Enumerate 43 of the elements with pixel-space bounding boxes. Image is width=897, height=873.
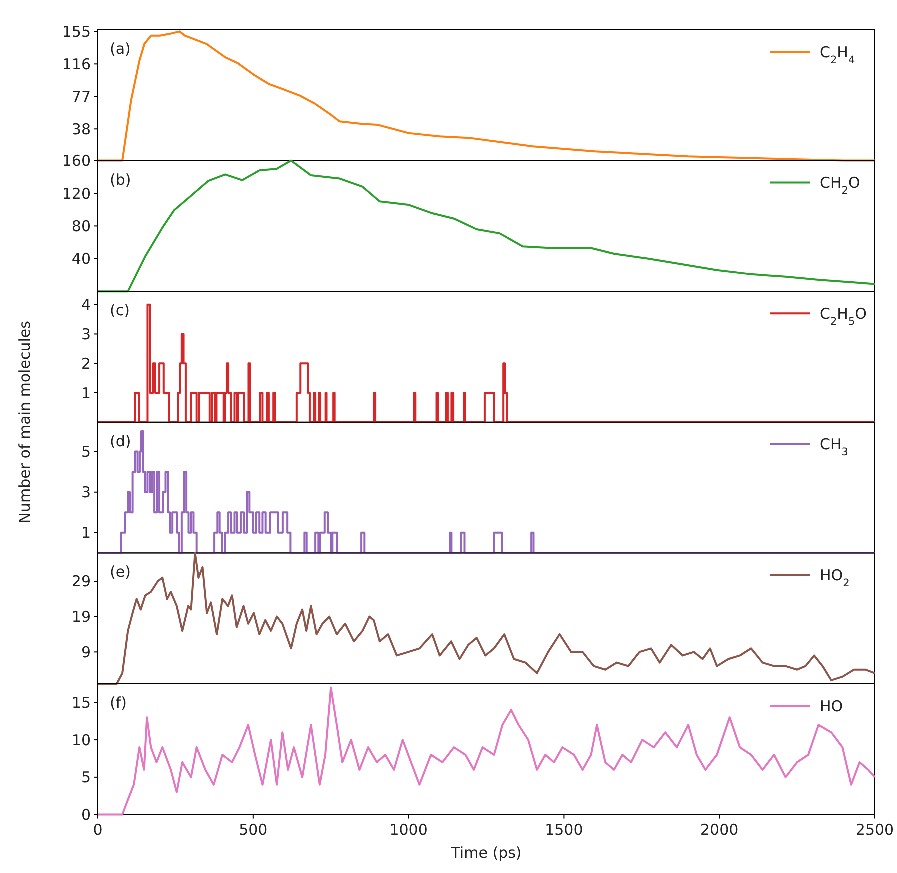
y-tick-label: 120: [62, 184, 91, 203]
y-tick-label: 15: [72, 694, 91, 712]
y-tick-label: 9: [81, 643, 91, 662]
y-tick-label: 1: [81, 524, 91, 542]
legend-label: HO: [820, 697, 844, 716]
y-tick-label: 0: [81, 806, 91, 824]
y-tick-label: 1: [81, 384, 91, 402]
y-tick-label: 155: [62, 22, 91, 41]
y-tick-label: 10: [72, 731, 91, 750]
annotation: (f): [110, 694, 127, 712]
x-tick-label: 500: [239, 820, 268, 839]
x-axis-title: Time (ps): [450, 844, 522, 862]
legend-label: CH$_{3}$: [820, 436, 848, 459]
y-tick-label: 38: [72, 120, 91, 138]
legend-label: C$_{2}$H$_{4}$: [820, 43, 856, 66]
y-tick-label: 29: [72, 572, 91, 591]
y-axis-title: Number of main molecules: [16, 320, 34, 524]
annotation: (d): [110, 432, 132, 450]
y-tick-label: 80: [72, 217, 91, 236]
y-tick-label: 5: [81, 443, 91, 462]
x-tick-label: 0: [93, 820, 103, 839]
annotation: (c): [110, 302, 130, 320]
legend-label: C$_{2}$H$_{5}$O: [820, 304, 867, 328]
annotation: (e): [110, 563, 131, 582]
y-tick-label: 2: [81, 354, 91, 373]
y-tick-label: 40: [72, 250, 91, 268]
y-tick-label: 3: [81, 325, 91, 344]
line-series: [97, 686, 876, 816]
y-tick-label: 5: [81, 768, 91, 787]
y-tick-label: 116: [62, 55, 91, 74]
annotation: (a): [110, 40, 131, 58]
y-tick-label: 77: [72, 88, 91, 106]
y-tick-label: 3: [81, 484, 91, 502]
annotation: (b): [110, 170, 132, 189]
y-tick-label: 160: [62, 152, 91, 170]
y-tick-label: 4: [81, 296, 91, 314]
x-tick-label: 2500: [856, 820, 894, 839]
y-tick-label: 19: [72, 608, 91, 626]
x-tick-label: 1000: [390, 820, 428, 839]
x-tick-label: 1500: [545, 820, 584, 839]
legend-label: CH$_{2}$O: [820, 174, 860, 198]
x-tick-label: 2000: [700, 820, 739, 839]
legend-label: HO$_{2}$: [820, 566, 850, 590]
